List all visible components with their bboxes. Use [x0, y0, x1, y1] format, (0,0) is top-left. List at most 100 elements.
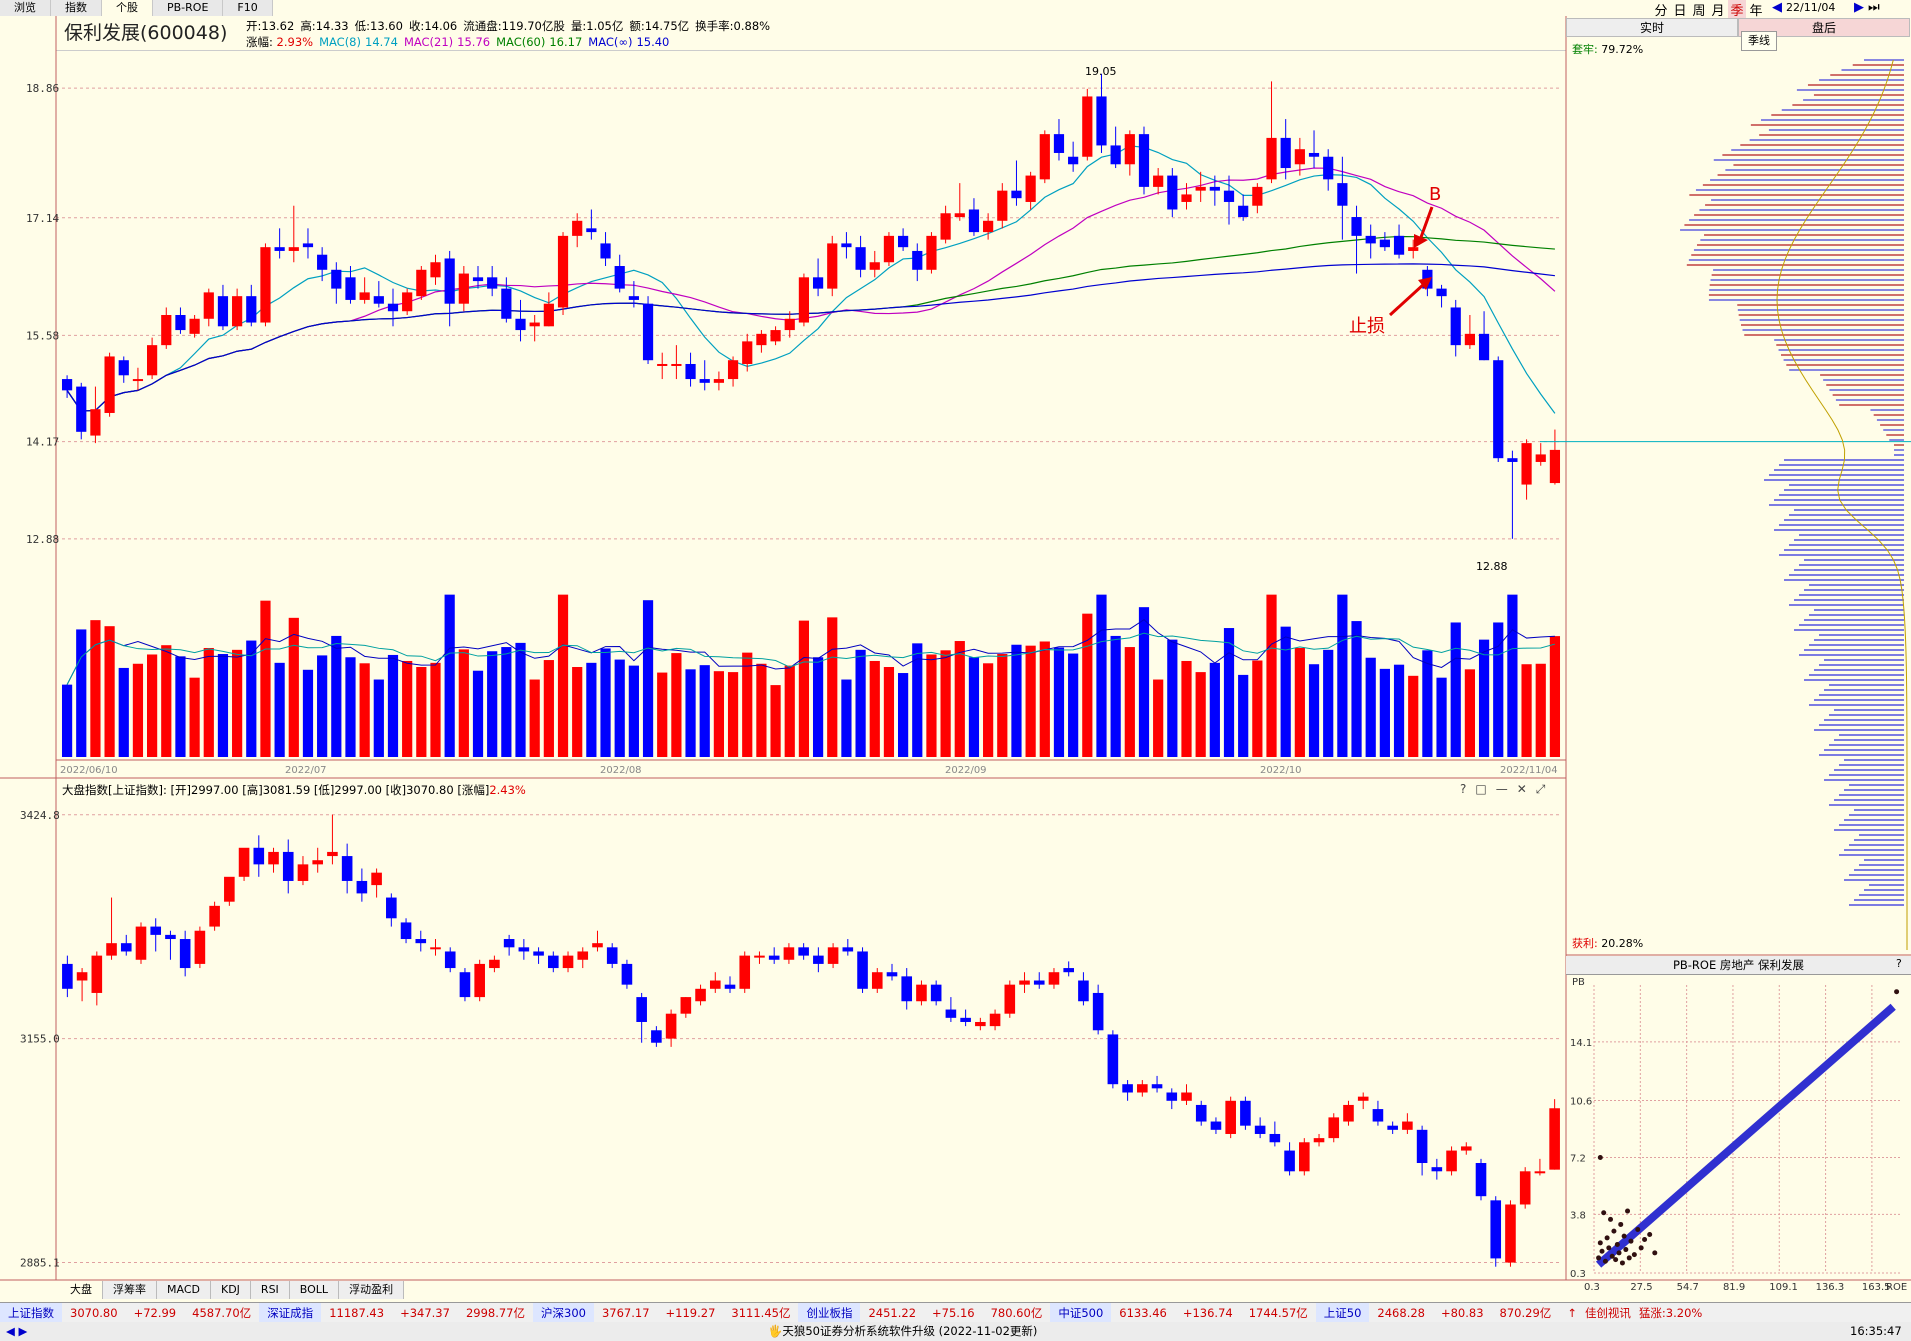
subchart-window-controls[interactable]: ?□—✕⤢: [1460, 782, 1555, 796]
tab-after-hours[interactable]: 盘后: [1738, 18, 1910, 37]
candle-body: [458, 273, 469, 304]
indicator-tab[interactable]: KDJ: [210, 1281, 251, 1299]
frame-line: [56, 50, 1566, 51]
candle-body: [1308, 152, 1320, 157]
indicator-tab[interactable]: MACD: [157, 1281, 211, 1299]
roe-tick-label: 81.9: [1723, 1282, 1745, 1293]
index-candle-body: [724, 984, 736, 989]
ticker-name[interactable]: 沪深300: [533, 1303, 594, 1323]
index-candle-body: [1460, 1146, 1472, 1151]
ticker-amount: 1744.57亿: [1248, 1306, 1308, 1320]
candle-body: [1393, 235, 1405, 255]
index-candle-body: [1328, 1117, 1340, 1139]
index-tick-label: 3155.0: [20, 1033, 60, 1046]
ma-label: MAC(60): [496, 35, 546, 49]
ticker-name[interactable]: 中证500: [1050, 1303, 1112, 1323]
volume-ma: [66, 632, 1556, 685]
indicator-tab[interactable]: RSI: [250, 1281, 290, 1299]
period-tab[interactable]: 月: [1711, 4, 1725, 19]
ticker-name[interactable]: 上证50: [1315, 1303, 1370, 1323]
pb-roe-point: [1628, 1238, 1634, 1244]
scroll-arrows-icon[interactable]: ◀ ▶: [6, 1324, 28, 1338]
volume-bar: [1209, 662, 1220, 757]
candle-body: [671, 363, 682, 366]
indicator-tab[interactable]: 浮动盈利: [339, 1281, 405, 1299]
indicator-tab[interactable]: 大盘: [60, 1281, 103, 1299]
price-tick-label: 12.88: [26, 533, 59, 546]
index-candle-body: [621, 963, 633, 985]
volume-bar: [713, 671, 724, 757]
candle-body: [1351, 217, 1362, 236]
quote-key: 额:: [629, 19, 645, 33]
top-tab[interactable]: PB-ROE: [153, 0, 224, 16]
index-candle-body: [1254, 1125, 1266, 1134]
ticker-price: 11187.43: [329, 1306, 385, 1320]
index-candle-body: [768, 955, 780, 960]
index-candle-body: [415, 939, 427, 944]
news-up-icon: ↑: [1567, 1306, 1577, 1320]
period-tab[interactable]: 年: [1749, 4, 1763, 19]
candle-body: [260, 247, 271, 323]
last-date-icon[interactable]: ⏭: [1868, 0, 1880, 15]
period-tab[interactable]: 季: [1728, 0, 1746, 19]
candle-body: [727, 360, 739, 380]
volume-bar: [1011, 644, 1022, 757]
index-candle-body: [901, 976, 913, 1002]
volume-bar: [543, 660, 554, 757]
prev-date-icon[interactable]: ◀: [1772, 0, 1782, 15]
top-tab[interactable]: 个股: [102, 0, 153, 16]
index-candle-body: [268, 851, 279, 865]
index-candle-body: [1343, 1104, 1354, 1122]
candle-body: [954, 213, 965, 218]
index-candle-body: [341, 856, 353, 881]
period-tab[interactable]: 周: [1692, 4, 1706, 19]
index-candle-body: [739, 955, 751, 989]
index-candle-body: [975, 1021, 986, 1027]
upgrade-message[interactable]: 🖐天狼50证券分析系统软件升级 (2022-11-02更新): [768, 1324, 1038, 1338]
news-source[interactable]: 佳创视讯: [1584, 1306, 1631, 1320]
top-tab[interactable]: F10: [223, 0, 273, 16]
period-tab[interactable]: 分: [1654, 4, 1668, 19]
ticker-name[interactable]: 创业板指: [798, 1303, 861, 1323]
ticker-name[interactable]: 上证指数: [0, 1303, 62, 1323]
index-candle-body: [400, 922, 412, 940]
profit-ratio: 获利: 20.28%: [1572, 937, 1644, 950]
volume-bar: [345, 657, 356, 757]
index-candle-body: [1210, 1121, 1222, 1130]
next-date-icon[interactable]: ▶: [1854, 0, 1864, 15]
volume-bar: [302, 669, 314, 757]
help-icon[interactable]: ?: [1896, 957, 1902, 970]
indicator-tab[interactable]: 浮筹率: [103, 1281, 157, 1299]
volume-bar: [1252, 660, 1263, 757]
top-tab[interactable]: 指数: [51, 0, 102, 16]
date-tick-label: 2022/08: [600, 765, 642, 776]
volume-bar: [1266, 594, 1277, 757]
volume-bar: [1068, 653, 1079, 757]
top-tab[interactable]: 浏览: [0, 0, 51, 16]
volume-bar: [260, 600, 271, 757]
candle-body: [798, 277, 810, 323]
pb-roe-point: [1614, 1242, 1620, 1248]
candle-body: [756, 333, 767, 346]
candle-body: [487, 277, 498, 289]
indicator-tab[interactable]: BOLL: [289, 1281, 340, 1299]
quote-key: 收:: [408, 19, 425, 33]
volume-bar: [1351, 621, 1362, 757]
candle-body: [1223, 190, 1235, 202]
candle-body: [1238, 205, 1249, 218]
index-candle-body: [651, 1030, 662, 1043]
volume-bar: [1053, 647, 1065, 757]
date-display[interactable]: 22/11/04: [1786, 1, 1836, 14]
pb-roe-point: [1635, 1226, 1641, 1232]
ticker-amount: 2998.77亿: [465, 1306, 525, 1320]
candle-body: [430, 262, 441, 278]
pb-roe-point: [1638, 1245, 1644, 1251]
index-candle-body: [577, 951, 589, 960]
tab-realtime[interactable]: 实时: [1566, 18, 1738, 37]
ticker-name[interactable]: 深证成指: [259, 1303, 322, 1323]
period-tab[interactable]: 日: [1673, 4, 1687, 19]
candle-body: [1209, 186, 1220, 191]
volume-bar: [1365, 657, 1376, 757]
ma-line-8: [66, 145, 1556, 414]
